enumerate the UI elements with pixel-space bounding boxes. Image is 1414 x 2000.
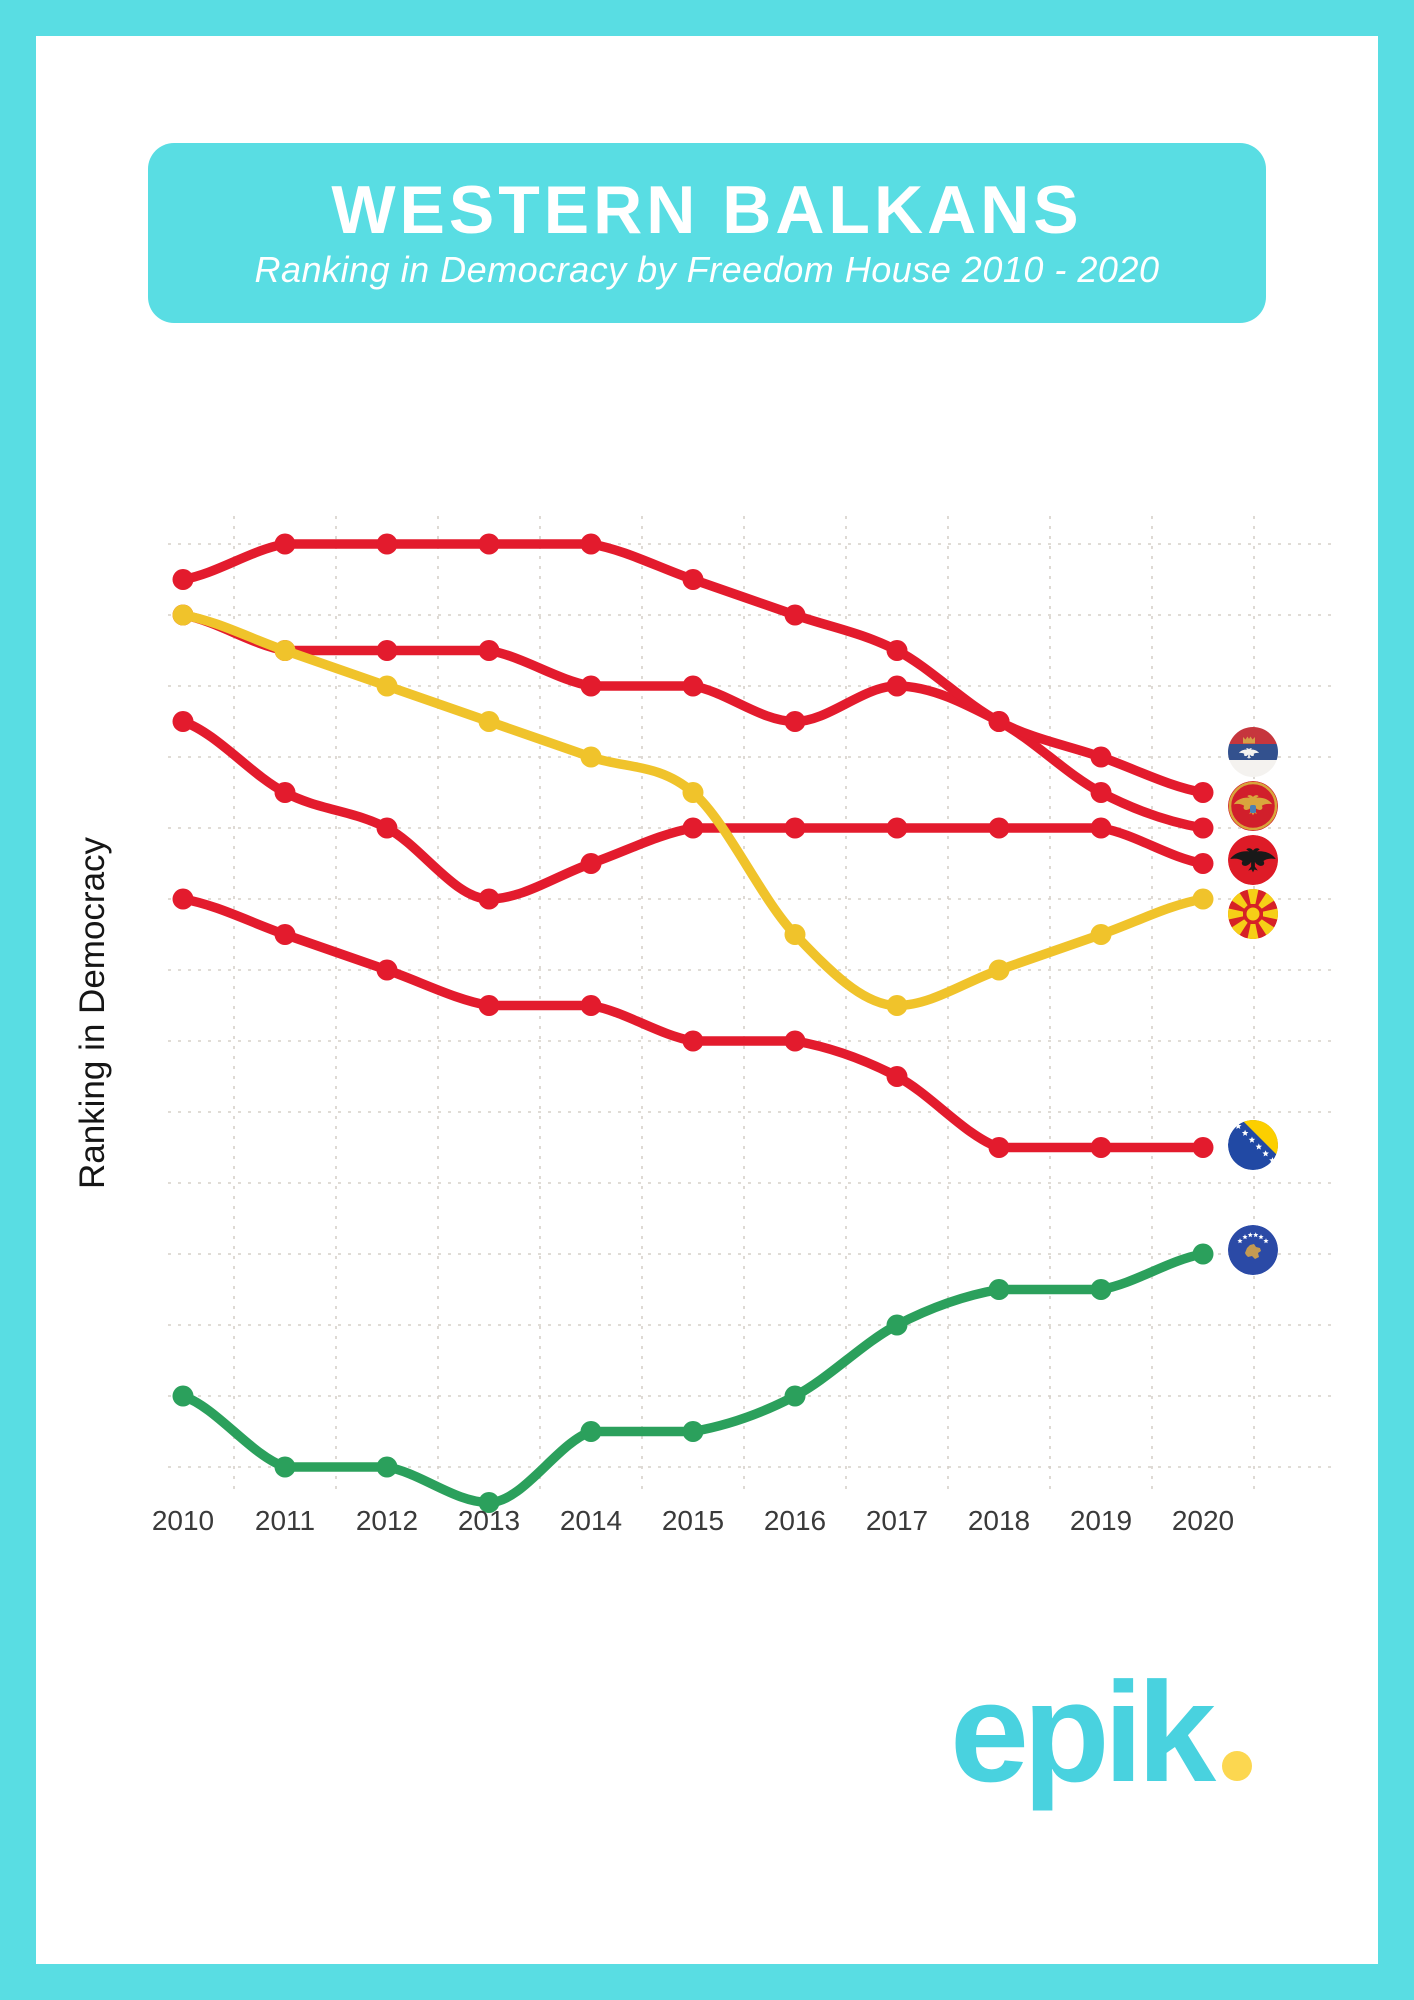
data-point [376, 640, 398, 661]
data-point [988, 1137, 1010, 1158]
data-point [886, 817, 908, 839]
x-tick-label: 2017 [866, 1505, 928, 1536]
data-point [580, 533, 602, 555]
data-point [172, 569, 194, 590]
data-point [682, 1030, 704, 1052]
data-point [784, 604, 806, 626]
x-tick-label: 2015 [662, 1505, 724, 1536]
data-point [478, 995, 500, 1016]
data-point [376, 675, 398, 697]
data-point [274, 782, 296, 803]
data-point [886, 1066, 908, 1087]
data-point [1192, 1243, 1214, 1265]
data-point [682, 817, 704, 839]
data-point [478, 1492, 500, 1513]
data-point [1192, 888, 1214, 910]
data-point [172, 711, 194, 732]
x-tick-label: 2012 [356, 1505, 418, 1536]
data-point [376, 817, 398, 839]
data-point [580, 995, 602, 1016]
y-axis-label: Ranking in Democracy [73, 836, 112, 1189]
series-kosovo [172, 1243, 1214, 1513]
data-point [784, 924, 806, 945]
flag-albania-icon [1228, 835, 1278, 885]
x-tick-label: 2016 [764, 1505, 826, 1536]
data-point [580, 853, 602, 874]
epik-logo-dot-icon [1222, 1751, 1253, 1781]
data-point [274, 1456, 296, 1478]
page-title: WESTERN BALKANS [331, 172, 1083, 249]
x-tick-label: 2011 [255, 1505, 315, 1536]
data-point [886, 995, 908, 1016]
data-point [1090, 1279, 1112, 1300]
data-point [988, 959, 1010, 981]
x-tick-label: 2010 [152, 1505, 214, 1536]
data-point [478, 711, 500, 732]
data-point [376, 533, 398, 555]
data-point [1192, 817, 1214, 839]
series-bosnia [172, 888, 1214, 1158]
data-point [886, 1314, 908, 1336]
epik-logo: epik [950, 1662, 1253, 1804]
data-point [172, 604, 194, 626]
flag-north_macedonia-icon [1228, 889, 1278, 939]
data-point [478, 640, 500, 661]
data-point [784, 817, 806, 839]
data-point [682, 675, 704, 697]
series-montenegro [172, 604, 1214, 839]
data-point [274, 533, 296, 555]
data-point [274, 924, 296, 945]
x-tick-label: 2020 [1172, 1505, 1234, 1536]
flag-montenegro-icon [1228, 781, 1278, 831]
data-point [1090, 817, 1112, 839]
data-point [784, 1030, 806, 1052]
data-point [1192, 853, 1214, 874]
data-point [988, 817, 1010, 839]
grid [168, 516, 1334, 1496]
page-subtitle: Ranking in Democracy by Freedom House 20… [254, 248, 1160, 290]
data-point [886, 675, 908, 697]
epik-logo-text: epik [950, 1653, 1216, 1812]
x-tick-label: 2019 [1070, 1505, 1132, 1536]
data-point [478, 888, 500, 910]
data-point [376, 1456, 398, 1478]
data-point [1090, 782, 1112, 803]
flag-bosnia-icon [1228, 1120, 1278, 1170]
series-serbia [172, 533, 1214, 803]
data-point [1192, 782, 1214, 803]
x-tick-label: 2013 [458, 1505, 520, 1536]
data-point [784, 1385, 806, 1407]
series-albania [172, 711, 1214, 910]
data-point [682, 569, 704, 590]
data-point [682, 782, 704, 803]
data-point [988, 1279, 1010, 1300]
data-point [172, 1385, 194, 1407]
header-banner: WESTERN BALKANS Ranking in Democracy by … [148, 143, 1266, 323]
data-point [886, 640, 908, 661]
data-point [1090, 1137, 1112, 1158]
data-point [580, 746, 602, 768]
data-point [682, 1421, 704, 1442]
data-point [784, 711, 806, 732]
x-tick-label: 2014 [560, 1505, 622, 1536]
data-point [274, 640, 296, 661]
x-tick-label: 2018 [968, 1505, 1030, 1536]
data-point [988, 711, 1010, 732]
page-background [36, 36, 1378, 1964]
data-point [376, 959, 398, 981]
flag-serbia-icon [1228, 727, 1278, 777]
flag-kosovo-icon [1228, 1225, 1278, 1275]
data-point [478, 533, 500, 555]
data-point [580, 675, 602, 697]
series-north_macedonia [172, 604, 1214, 1016]
data-point [1192, 1137, 1214, 1158]
data-point [172, 888, 194, 910]
data-point [1090, 924, 1112, 945]
data-point [1090, 746, 1112, 768]
data-point [580, 1421, 602, 1442]
